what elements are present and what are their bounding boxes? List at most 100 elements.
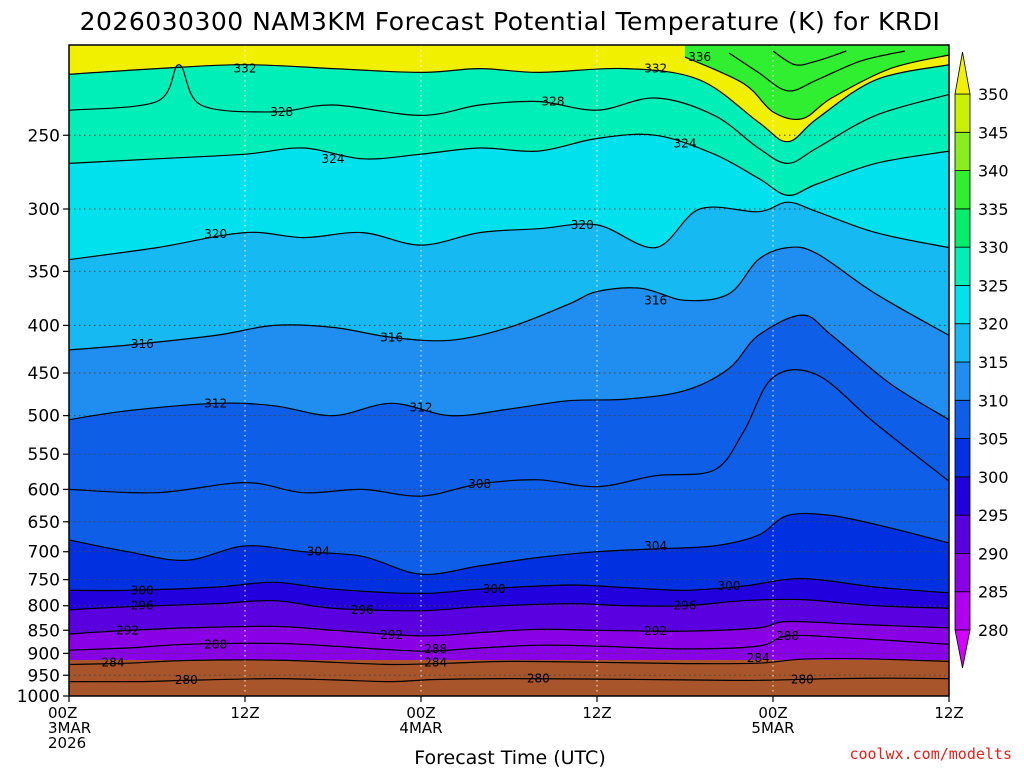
chart-title: 2026030300 NAM3KM Forecast Potential Tem… bbox=[80, 7, 941, 36]
contour-332 bbox=[69, 64, 949, 143]
y-tick-label: 800 bbox=[28, 597, 60, 617]
y-tick-label: 250 bbox=[28, 126, 60, 146]
colorbar-segment bbox=[954, 514, 971, 554]
colorbar-segment bbox=[954, 131, 971, 171]
y-tick-label: 300 bbox=[28, 200, 60, 220]
colorbar-label: 340 bbox=[978, 162, 1009, 181]
colorbar-label: 325 bbox=[978, 276, 1009, 295]
colorbar-label: 320 bbox=[978, 315, 1009, 334]
colorbar-segment bbox=[954, 208, 971, 248]
colorbar-segment bbox=[954, 476, 971, 516]
ground-below-surface bbox=[69, 660, 949, 696]
y-tick-label: 750 bbox=[28, 571, 60, 591]
plot-frame bbox=[68, 44, 950, 697]
contour-label: 300 bbox=[131, 583, 154, 597]
contour-336 bbox=[684, 54, 949, 121]
band-336 bbox=[685, 45, 949, 120]
contour-308 bbox=[69, 369, 949, 497]
contour-label: 280 bbox=[175, 673, 198, 687]
contour-label: 308 bbox=[468, 477, 491, 491]
contour-label: 284 bbox=[747, 651, 770, 665]
y-tick-label: 500 bbox=[28, 407, 60, 427]
plot-area: 3323283243203163123083043002962922882842… bbox=[69, 45, 949, 696]
contour-label: 280 bbox=[527, 672, 550, 686]
y-tick-label: 950 bbox=[28, 666, 60, 686]
contour-label: 336 bbox=[688, 50, 711, 64]
x-tick-label: 00Z 4MAR bbox=[399, 704, 442, 737]
colorbar-segment bbox=[954, 399, 971, 439]
y-tick-label: 650 bbox=[28, 513, 60, 533]
contour-labels: 3323283243203163123083043002962922882842… bbox=[102, 50, 814, 687]
colorbar-label: 335 bbox=[978, 200, 1009, 219]
filled-bands bbox=[69, 45, 949, 696]
colorbar-label: 300 bbox=[978, 468, 1009, 487]
y-tick-label: 850 bbox=[28, 621, 60, 641]
colorbar-segment bbox=[954, 285, 971, 325]
contour-label: 328 bbox=[542, 95, 565, 109]
contour-label: 292 bbox=[644, 624, 667, 638]
y-tick-label: 1000 bbox=[17, 687, 60, 707]
contour-label: 296 bbox=[351, 603, 374, 617]
contour-284 bbox=[69, 657, 949, 666]
colorbar-segment bbox=[954, 438, 971, 478]
y-tick-label: 550 bbox=[28, 445, 60, 465]
colorbar-label: 280 bbox=[978, 621, 1009, 640]
contour-label: 312 bbox=[410, 400, 433, 414]
contour-label: 324 bbox=[674, 136, 697, 150]
contour-label: 332 bbox=[644, 62, 667, 76]
y-tick-label: 900 bbox=[28, 644, 60, 664]
colorbar-min-arrow bbox=[954, 629, 971, 669]
contour-300 bbox=[69, 577, 949, 595]
y-tick-label: 400 bbox=[28, 316, 60, 336]
contour-340 bbox=[728, 50, 906, 92]
colorbar-label: 315 bbox=[978, 353, 1009, 372]
x-tick-label: 00Z 3MAR 2026 bbox=[48, 704, 91, 752]
colorbar-max-arrow bbox=[954, 51, 971, 95]
contour-label: 292 bbox=[380, 628, 403, 642]
contour-292 bbox=[69, 620, 949, 637]
colorbar-label: 295 bbox=[978, 506, 1009, 525]
contour-label: 320 bbox=[204, 227, 227, 241]
colorbar-segment bbox=[954, 93, 971, 133]
contour-280 bbox=[69, 677, 949, 683]
credit-text: coolwx.com/modelts bbox=[849, 745, 1012, 763]
contour-label: 304 bbox=[644, 539, 667, 553]
contour-label: 284 bbox=[102, 655, 125, 669]
colorbar-label: 345 bbox=[978, 123, 1009, 142]
x-tick-label: 00Z 5MAR bbox=[751, 704, 794, 737]
contour-320 bbox=[69, 201, 949, 261]
colorbar-label: 350 bbox=[978, 85, 1009, 104]
colorbar-segment bbox=[954, 361, 971, 401]
y-tick-label: 700 bbox=[28, 543, 60, 563]
contour-label: 300 bbox=[718, 579, 741, 593]
contour-label: 288 bbox=[424, 642, 447, 656]
colorbar-segment bbox=[954, 591, 971, 631]
contour-label: 312 bbox=[204, 396, 227, 410]
colorbar-label: 285 bbox=[978, 583, 1009, 602]
contour-label: 316 bbox=[380, 330, 403, 344]
x-tick-label: 12Z bbox=[934, 704, 963, 722]
colorbar-segment bbox=[954, 323, 971, 363]
colorbar: 280 285 290 295 300 305 310 315 320 325 330 335 340 3… bbox=[954, 51, 1009, 669]
x-axis-label: Forecast Time (UTC) bbox=[414, 747, 605, 768]
colorbar-label: 330 bbox=[978, 238, 1009, 257]
contour-label: 332 bbox=[234, 62, 257, 76]
contour-lines bbox=[69, 50, 949, 683]
y-tick-label: 600 bbox=[28, 480, 60, 500]
contour-296 bbox=[69, 598, 949, 612]
contour-288 bbox=[69, 634, 949, 652]
x-tick-label: 12Z bbox=[582, 704, 611, 722]
y-tick-label: 350 bbox=[28, 262, 60, 282]
contour-label: 296 bbox=[131, 599, 154, 613]
contour-label: 316 bbox=[644, 293, 667, 307]
contour-label: 324 bbox=[322, 152, 345, 166]
x-axis: 00Z 3MAR 2026 12Z 00Z 4MAR 12Z 00Z 5MAR 12Z bbox=[48, 696, 964, 752]
contour-label: 280 bbox=[791, 672, 814, 686]
contour-label: 284 bbox=[424, 655, 447, 669]
contour-label: 292 bbox=[116, 623, 139, 637]
colorbar-segment bbox=[954, 246, 971, 286]
contour-312 bbox=[69, 314, 949, 421]
colorbar-label: 310 bbox=[978, 391, 1009, 410]
contour-324 bbox=[69, 133, 949, 196]
